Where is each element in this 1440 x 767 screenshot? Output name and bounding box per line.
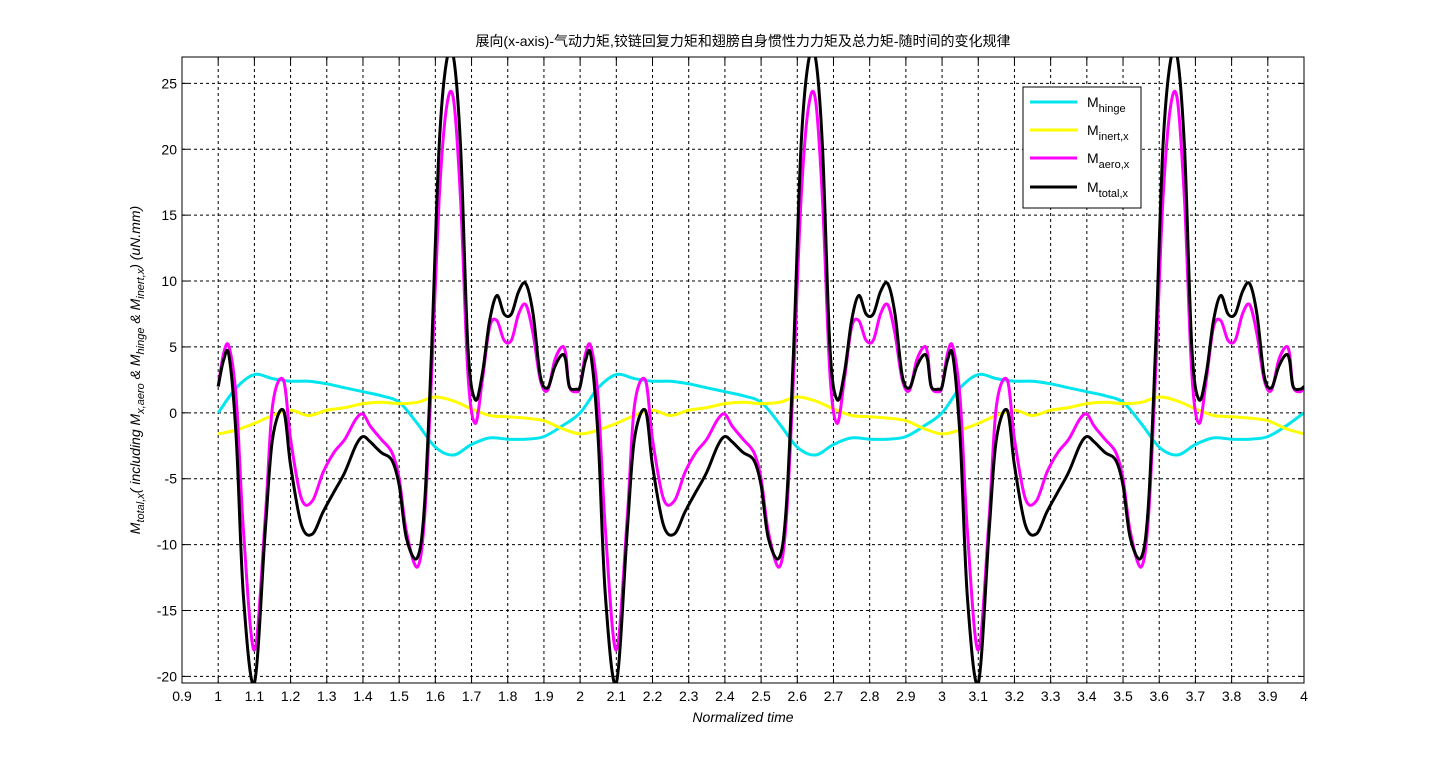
y-tick-label: 15 <box>161 207 177 223</box>
x-axis-label: Normalized time <box>692 709 793 725</box>
x-tick-label: 2 <box>576 688 584 704</box>
x-tick-label: 2.6 <box>788 688 808 704</box>
x-tick-label: 2.7 <box>824 688 844 704</box>
x-tick-label: 1.2 <box>281 688 301 704</box>
x-tick-label: 3.6 <box>1149 688 1169 704</box>
x-tick-label: 3.2 <box>1005 688 1025 704</box>
x-tick-label: 2.4 <box>715 688 735 704</box>
y-tick-label: 20 <box>161 141 177 157</box>
x-tick-label: 3.7 <box>1186 688 1206 704</box>
x-tick-label: 3.9 <box>1258 688 1278 704</box>
x-tick-label: 1 <box>214 688 222 704</box>
y-tick-label: -15 <box>157 603 177 619</box>
x-tick-labels: 0.9 1 1.1 1.2 1.3 1.4 1.5 1.6 1.7 1.8 1.9 2 2.1 2.2 2.… <box>172 688 1308 704</box>
y-tick-label: 0 <box>169 405 177 421</box>
y-tick-label: 25 <box>161 75 177 91</box>
legend: Mhinge Minert,x Maero,x Mtotal,x <box>1022 86 1142 209</box>
y-tick-label: 5 <box>169 339 177 355</box>
plot-frame <box>181 56 1305 684</box>
x-tick-label: 3.1 <box>969 688 989 704</box>
x-tick-label: 1.8 <box>498 688 518 704</box>
x-tick-label: 1.5 <box>389 688 409 704</box>
x-tick-label: 1.6 <box>426 688 446 704</box>
x-tick-label: 0.9 <box>172 688 192 704</box>
x-tick-label: 3.8 <box>1222 688 1242 704</box>
y-tick-labels: -20 -15 -10 -5 0 5 10 15 20 25 <box>157 75 177 684</box>
legend-label-hinge: Mhinge <box>1087 94 1126 115</box>
x-tick-label: 1.7 <box>462 688 482 704</box>
x-tick-label: 2.1 <box>607 688 627 704</box>
x-tick-label: 4 <box>1300 688 1308 704</box>
y-tick-label: -20 <box>157 668 177 684</box>
x-tick-label: 3.4 <box>1077 688 1097 704</box>
x-tick-label: 1.9 <box>534 688 554 704</box>
x-tick-label: 1.1 <box>245 688 265 704</box>
y-tick-label: -10 <box>157 537 177 553</box>
x-tick-label: 3 <box>938 688 946 704</box>
y-tick-label: -5 <box>165 471 178 487</box>
x-tick-label: 2.2 <box>643 688 663 704</box>
legend-label-aero: Maero,x <box>1087 150 1130 171</box>
x-tick-label: 1.3 <box>317 688 337 704</box>
x-tick-label: 3.3 <box>1041 688 1061 704</box>
grid-lines <box>182 57 1304 683</box>
x-tick-label: 2.8 <box>860 688 880 704</box>
chart-title: 展向(x-axis)-气动力矩,铰链回复力矩和翅膀自身惯性力力矩及总力矩-随时间… <box>475 33 1010 49</box>
x-tick-label: 2.3 <box>679 688 699 704</box>
legend-label-total: Mtotal,x <box>1087 179 1129 200</box>
x-tick-label: 3.5 <box>1113 688 1133 704</box>
series-line-inert <box>217 395 1304 436</box>
legend-label-inert: Minert,x <box>1087 122 1129 143</box>
series-lines <box>216 57 1304 683</box>
y-tick-label: 10 <box>161 273 177 289</box>
x-tick-label: 1.4 <box>353 688 373 704</box>
y-axis-label: Mtotal,x( including Mx,aero & Mhinge & M… <box>127 206 147 534</box>
series-line-total <box>216 57 1304 683</box>
x-tick-label: 2.5 <box>751 688 771 704</box>
x-tick-label: 2.9 <box>896 688 916 704</box>
